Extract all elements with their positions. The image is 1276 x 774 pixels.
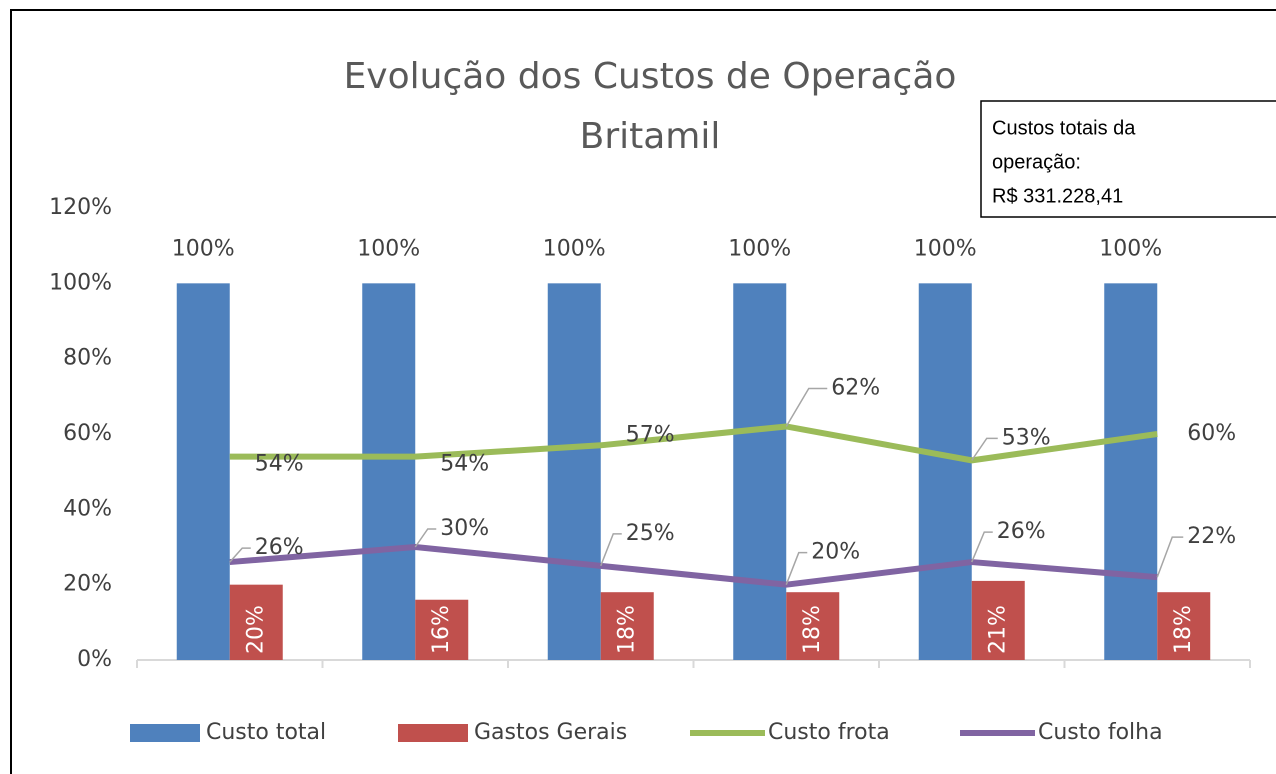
legend-swatch: [398, 724, 468, 742]
legend-label: Custo frota: [768, 720, 890, 745]
bar-label: 100%: [914, 236, 977, 261]
bar: [733, 283, 787, 660]
leader-line: [971, 437, 998, 461]
bar-label: 18%: [800, 605, 825, 654]
y-tick-label: 20%: [63, 572, 112, 597]
bar-label: 100%: [172, 236, 235, 261]
bar: [1157, 592, 1211, 660]
leader-line: [785, 551, 808, 585]
line-label: 25%: [626, 521, 675, 546]
chart-title: Britamil: [580, 116, 721, 157]
bar: [547, 283, 601, 660]
leader-line: [229, 547, 251, 563]
y-tick-label: 0%: [77, 647, 112, 672]
line: [229, 544, 1158, 588]
bar-label: 21%: [985, 605, 1010, 654]
bar-label: 18%: [1171, 605, 1196, 654]
legend-label: Custo total: [206, 720, 326, 745]
line-label: 26%: [255, 535, 304, 560]
bar-label: 18%: [614, 605, 639, 654]
y-tick-label: 120%: [49, 195, 112, 220]
leader-line: [414, 528, 437, 548]
y-tick-label: 40%: [63, 496, 112, 521]
line-label: 60%: [1187, 421, 1236, 446]
bar: [229, 584, 283, 660]
annotation-box: [980, 100, 1276, 218]
leader-line: [600, 533, 622, 567]
line: [229, 423, 1158, 464]
y-tick-label: 60%: [63, 421, 112, 446]
bar: [176, 283, 230, 660]
leader-line: [785, 387, 828, 427]
annotation: operação:: [992, 151, 1081, 173]
leader-line: [971, 531, 993, 563]
bar-label: 100%: [357, 236, 420, 261]
bar: [786, 592, 840, 660]
annotation: Custos totais da: [992, 117, 1136, 139]
chart-title: Evolução dos Custos de Operação: [344, 56, 957, 97]
bar: [918, 283, 972, 660]
line-label: 57%: [626, 422, 675, 447]
line-label: 54%: [255, 452, 304, 477]
line-label: 53%: [1002, 425, 1051, 450]
bar-label: 20%: [243, 605, 268, 654]
line-label: 26%: [997, 519, 1046, 544]
bar: [600, 592, 654, 660]
bar-label: 100%: [1099, 236, 1162, 261]
bar-label: 100%: [543, 236, 606, 261]
bar: [415, 599, 469, 660]
line-label: 30%: [440, 516, 489, 541]
leader-line: [1156, 536, 1184, 578]
bar: [971, 580, 1025, 660]
bar: [362, 283, 416, 660]
y-tick-label: 100%: [49, 270, 112, 295]
y-tick-label: 80%: [63, 346, 112, 371]
legend-swatch: [130, 724, 200, 742]
line-label: 22%: [1187, 524, 1236, 549]
bar-label: 16%: [429, 605, 454, 654]
bar-label: 100%: [728, 236, 791, 261]
legend-label: Gastos Gerais: [474, 720, 627, 745]
line-label: 20%: [811, 540, 860, 565]
line-label: 54%: [440, 452, 489, 477]
annotation: R$ 331.228,41: [992, 185, 1123, 207]
line-label: 62%: [831, 375, 880, 400]
legend-label: Custo folha: [1038, 720, 1163, 745]
bar: [1104, 283, 1158, 660]
